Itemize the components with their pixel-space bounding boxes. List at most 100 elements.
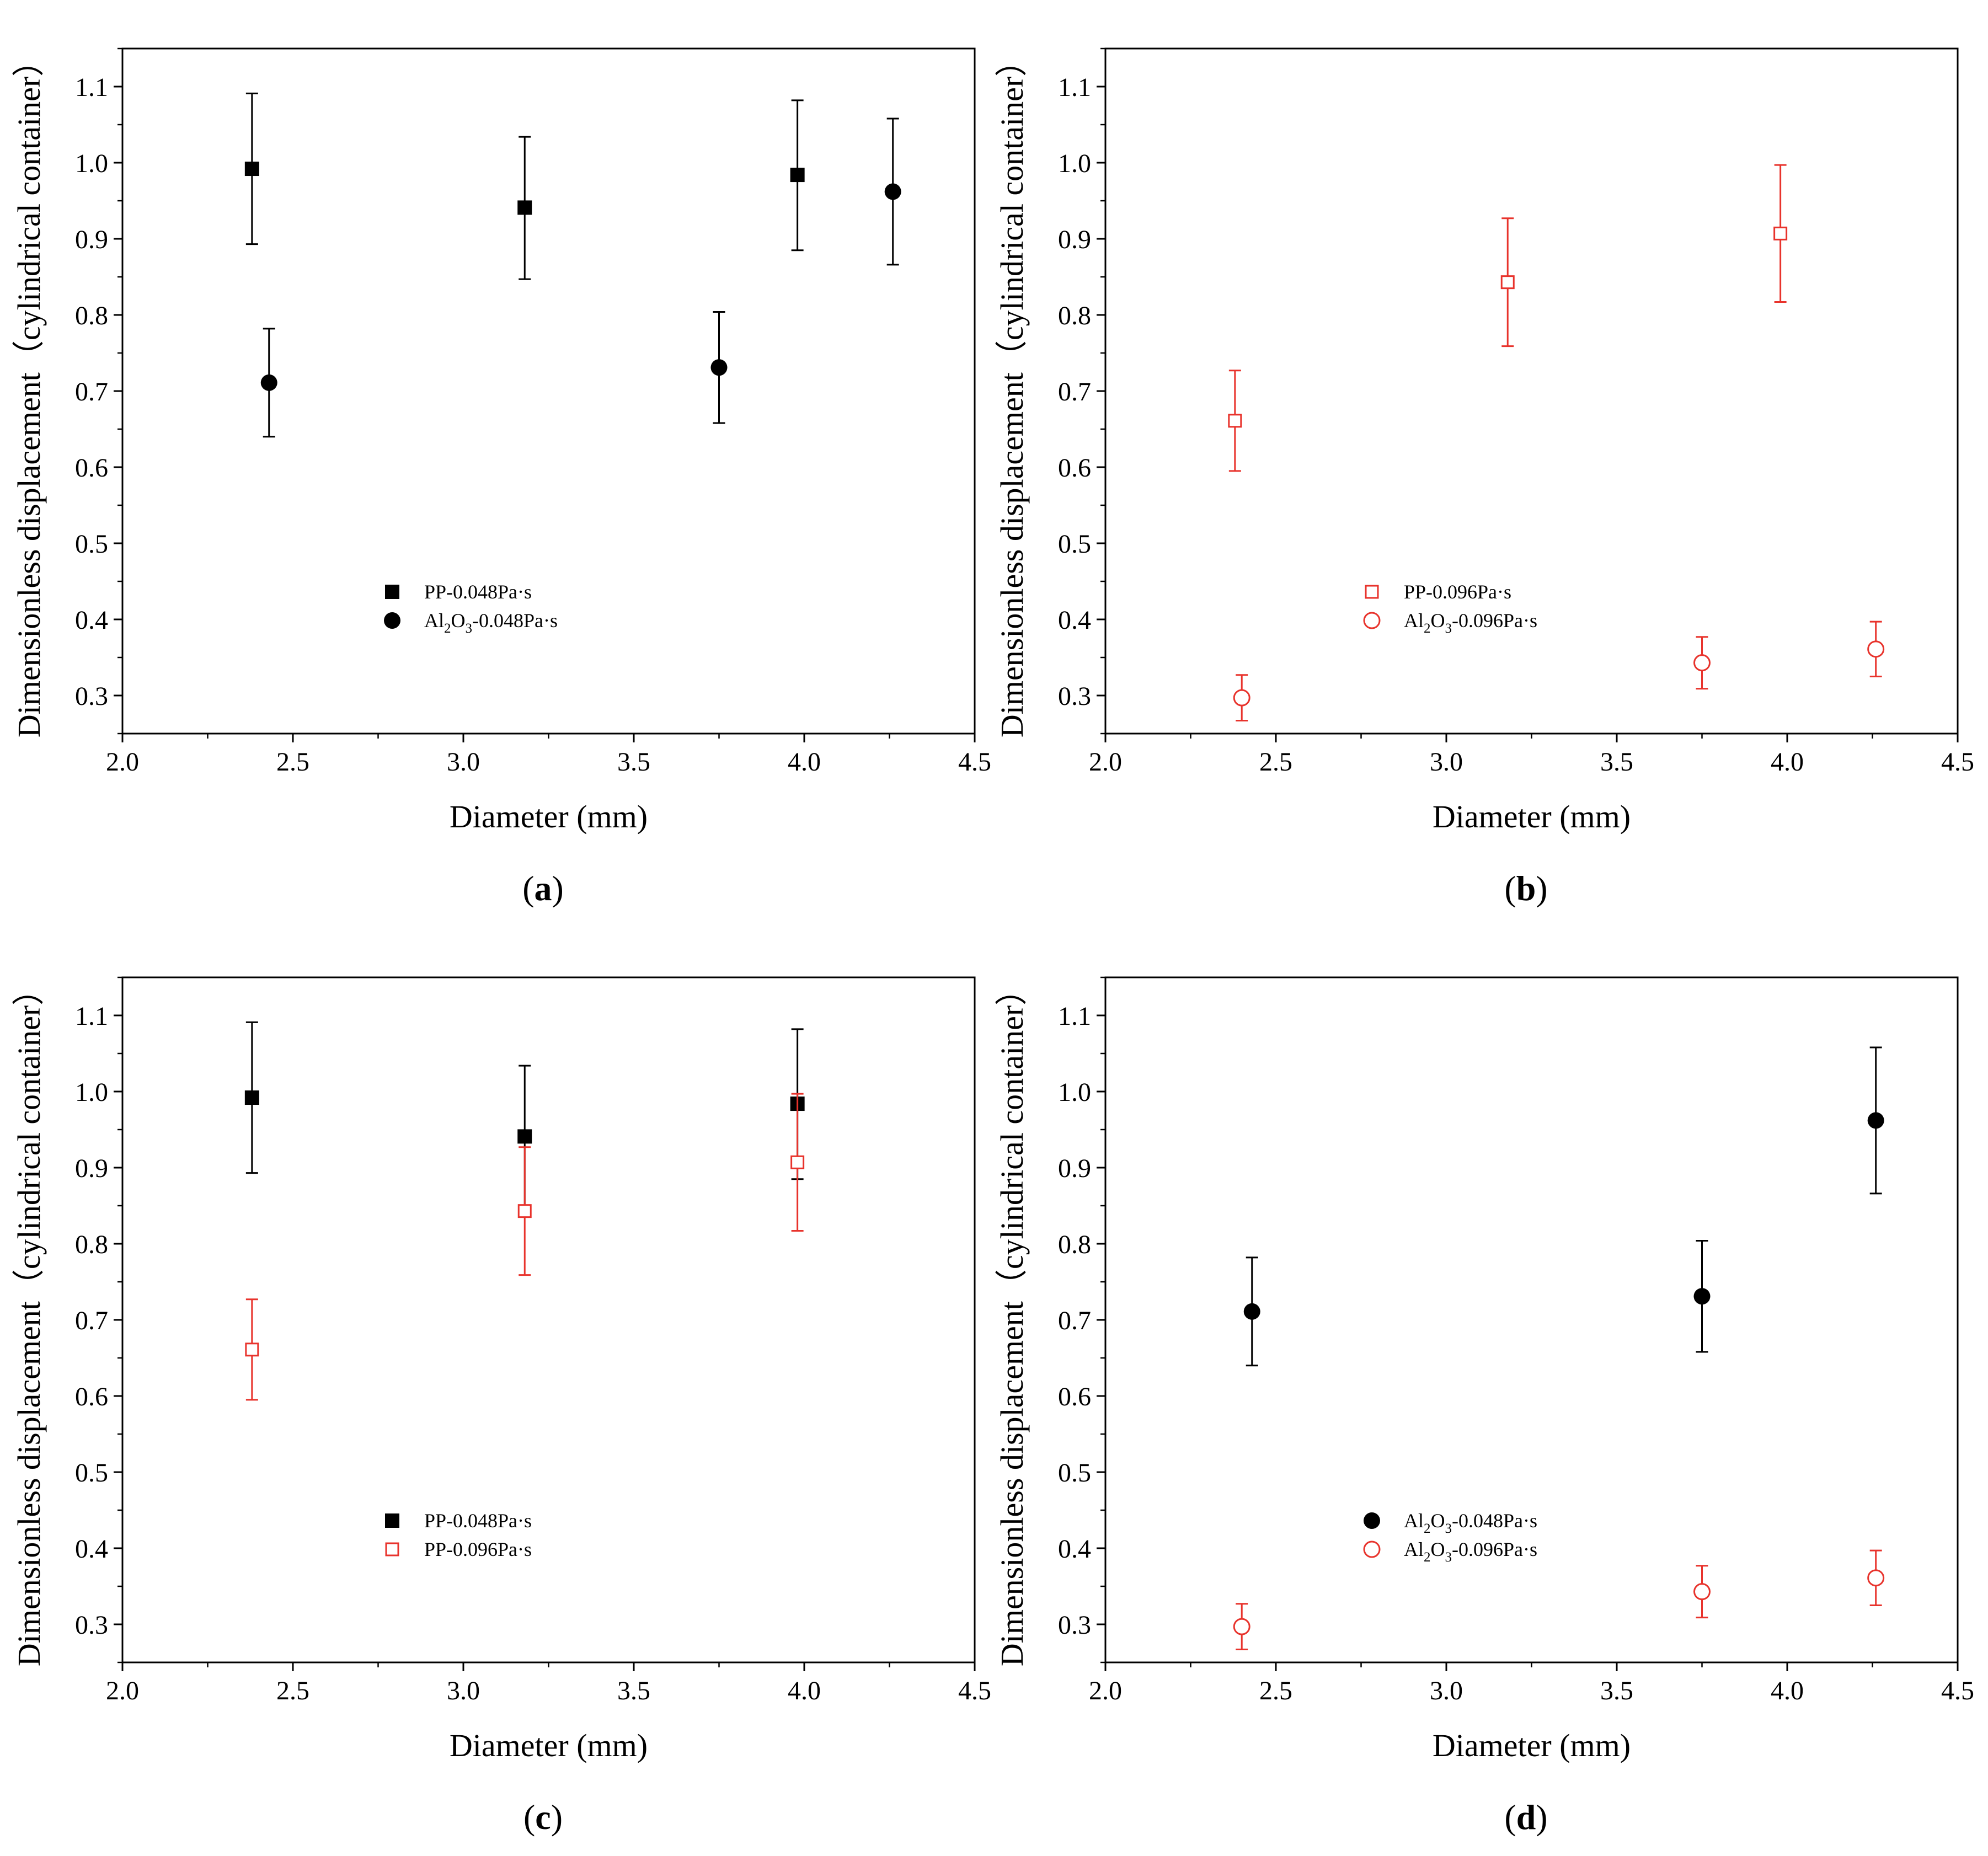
y-tick-label: 1.1: [75, 1002, 108, 1031]
legend: PP-0.096Pa·s Al2O3-0.096Pa·s: [1363, 581, 1537, 636]
data-point: [1233, 689, 1250, 707]
plot-frame: [121, 976, 976, 1664]
x-tick-label: 2.0: [1089, 1676, 1122, 1705]
y-tick-label: 0.3: [1058, 1611, 1091, 1640]
panel-label-part: ): [552, 869, 564, 908]
series-1: [245, 1093, 805, 1401]
panel-label-part: (: [523, 1798, 535, 1837]
y-tick-label: 0.9: [75, 1154, 108, 1183]
y-tick-label: 0.3: [75, 682, 108, 711]
y-tick-label: 0.8: [1058, 301, 1091, 330]
legend-subscript: 3: [1445, 621, 1452, 636]
y-tick-label: 0.7: [75, 1306, 108, 1335]
x-tick-label: 3.0: [447, 747, 480, 777]
y-axis-title: Dimensionless displacement（cylindrical c…: [11, 974, 47, 1666]
series-0: [244, 92, 805, 280]
panel-label-part: a: [535, 869, 552, 908]
panel-label-part: (: [1504, 1798, 1516, 1837]
legend-subscript: 2: [1424, 621, 1431, 636]
data-point: [1243, 1303, 1260, 1320]
legend-label: Al2O3-0.096Pa·s: [1404, 1538, 1537, 1565]
y-tick-label: 0.6: [1058, 453, 1091, 483]
x-tick-label: 4.0: [788, 747, 821, 777]
y-axis-title: Dimensionless displacement（cylindrical c…: [11, 45, 47, 737]
legend-text-part: -0.096Pa·s: [1452, 609, 1537, 632]
legend-marker: [1363, 1541, 1381, 1558]
y-tick-label: 1.0: [1058, 149, 1091, 178]
data-point: [517, 1204, 532, 1218]
panel-label: (a): [522, 869, 564, 908]
x-tick-label: 3.5: [1600, 1676, 1633, 1705]
x-tick-label: 2.5: [1259, 747, 1292, 777]
data-point: [1867, 640, 1885, 658]
data-point: [244, 162, 259, 176]
legend-marker: [384, 612, 400, 629]
y-tick-label: 0.6: [75, 453, 108, 483]
x-axis-title: Diameter (mm): [450, 1727, 648, 1763]
legend-marker: [385, 1542, 399, 1557]
data-point: [1693, 1583, 1711, 1601]
legend-text-part: -0.096Pa·s: [1452, 1538, 1537, 1560]
legend: PP-0.048Pa·s Al2O3-0.048Pa·s: [384, 581, 558, 636]
data-point: [260, 374, 277, 391]
series-1: [1233, 621, 1885, 722]
data-point: [1867, 1112, 1884, 1129]
legend-subscript: 3: [1445, 1521, 1452, 1536]
x-axis-title: Diameter (mm): [450, 799, 648, 835]
series-0: [1243, 1046, 1884, 1367]
legend: PP-0.048Pa·s PP-0.096Pa·s: [385, 1510, 532, 1560]
legend-text-part: O: [1431, 1510, 1445, 1532]
x-tick-label: 2.5: [276, 1676, 309, 1705]
x-tick-label: 3.5: [617, 747, 650, 777]
y-tick-label: 0.5: [75, 1458, 108, 1488]
x-tick-label: 3.5: [1600, 747, 1633, 777]
y-tick-label: 0.5: [1058, 529, 1091, 559]
x-tick-label: 3.0: [1430, 747, 1463, 777]
y-tick-label: 0.5: [75, 529, 108, 559]
panel-label-part: (: [522, 869, 534, 908]
legend-text-part: Al: [1404, 1538, 1424, 1560]
data-point: [790, 1155, 805, 1169]
legend-subscript: 2: [444, 621, 451, 636]
legend-label: PP-0.096Pa·s: [424, 1538, 532, 1560]
chart-panel-c: 2.0 2.5 3.0 3.5 4.0 4.5 0.3 0.4 0.5 0.6 0.7 0.8 0.9 1…: [11, 974, 991, 1837]
data-point: [1773, 226, 1788, 240]
panel-label: (d): [1504, 1798, 1547, 1837]
x-tick-label: 4.5: [958, 747, 991, 777]
y-tick-label: 0.9: [1058, 225, 1091, 254]
y-tick-label: 0.4: [75, 1534, 108, 1564]
x-tick-label: 3.0: [1430, 1676, 1463, 1705]
legend-text-part: Al: [1404, 609, 1424, 632]
y-tick-label: 1.0: [1058, 1078, 1091, 1107]
y-tick-label: 1.1: [75, 73, 108, 102]
data-point: [790, 168, 805, 183]
y-tick-label: 0.5: [1058, 1458, 1091, 1488]
x-tick-label: 2.5: [1259, 1676, 1292, 1705]
panel-label-part: ): [551, 1798, 563, 1837]
legend-label: Al2O3-0.096Pa·s: [1404, 609, 1537, 636]
legend-label: Al2O3-0.048Pa·s: [424, 609, 558, 636]
legend-marker: [385, 1513, 399, 1528]
chart-panel-d: 2.0 2.5 3.0 3.5 4.0 4.5 0.3 0.4 0.5 0.6 0.7 0.8 0.9 1…: [994, 974, 1974, 1837]
y-axis-title: Dimensionless displacement（cylindrical c…: [994, 974, 1030, 1666]
x-tick-label: 2.0: [106, 1676, 139, 1705]
data-point: [1500, 275, 1515, 290]
data-point: [517, 200, 532, 215]
data-point: [1233, 1618, 1250, 1635]
x-tick-label: 4.5: [1941, 1676, 1974, 1705]
x-tick-label: 4.0: [1771, 747, 1804, 777]
legend-text-part: O: [1431, 609, 1445, 632]
y-tick-label: 0.8: [75, 1230, 108, 1259]
legend-label: Al2O3-0.048Pa·s: [1404, 1510, 1537, 1536]
legend-subscript: 2: [1424, 1550, 1431, 1565]
chart-panel-b: 2.0 2.5 3.0 3.5 4.0 4.5 0.3 0.4 0.5 0.6 0.7 0.8 0.9 1…: [994, 45, 1974, 908]
panel-label: (b): [1504, 869, 1547, 908]
y-tick-label: 1.0: [75, 1078, 108, 1107]
y-tick-label: 0.6: [75, 1382, 108, 1411]
y-tick-label: 0.7: [1058, 377, 1091, 406]
x-tick-label: 4.0: [788, 1676, 821, 1705]
y-tick-label: 0.9: [1058, 1154, 1091, 1183]
y-tick-label: 0.7: [75, 377, 108, 406]
